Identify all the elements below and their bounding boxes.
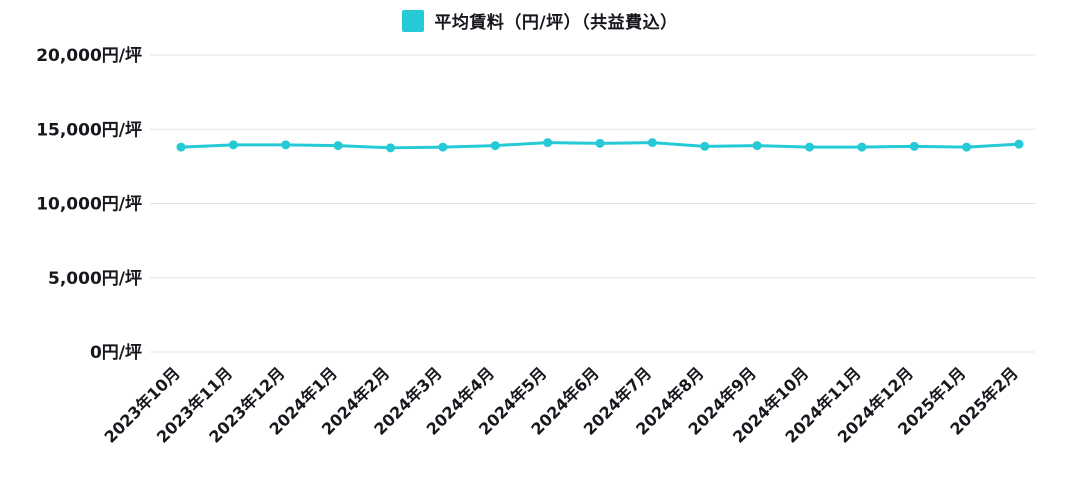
data-point[interactable] (805, 142, 814, 152)
y-axis-tick-label: 15,000円/坪 (36, 120, 142, 140)
data-point[interactable] (333, 141, 343, 151)
data-point[interactable] (700, 141, 710, 151)
y-axis-tick-label: 0円/坪 (90, 343, 142, 363)
data-point[interactable] (438, 142, 448, 152)
data-point[interactable] (490, 141, 500, 151)
data-point[interactable] (857, 142, 867, 152)
data-point[interactable] (962, 142, 972, 152)
data-point[interactable] (281, 140, 291, 150)
data-point[interactable] (176, 142, 186, 152)
legend-swatch-icon (402, 9, 425, 32)
legend-label: 平均賃料（円/坪）（共益費込） (434, 13, 678, 33)
data-point[interactable] (595, 138, 605, 148)
data-point[interactable] (752, 141, 762, 151)
data-point[interactable] (228, 140, 238, 150)
y-axis-tick-label: 5,000円/坪 (48, 269, 142, 289)
legend[interactable]: 平均賃料（円/坪）（共益費込） (0, 8, 1080, 33)
y-axis-tick-label: 20,000円/坪 (36, 46, 142, 66)
data-point[interactable] (1014, 139, 1024, 149)
data-point[interactable] (386, 143, 395, 153)
data-point[interactable] (647, 138, 657, 148)
y-axis-tick-label: 10,000円/坪 (36, 195, 142, 215)
data-point[interactable] (909, 141, 919, 151)
data-point[interactable] (543, 138, 553, 148)
